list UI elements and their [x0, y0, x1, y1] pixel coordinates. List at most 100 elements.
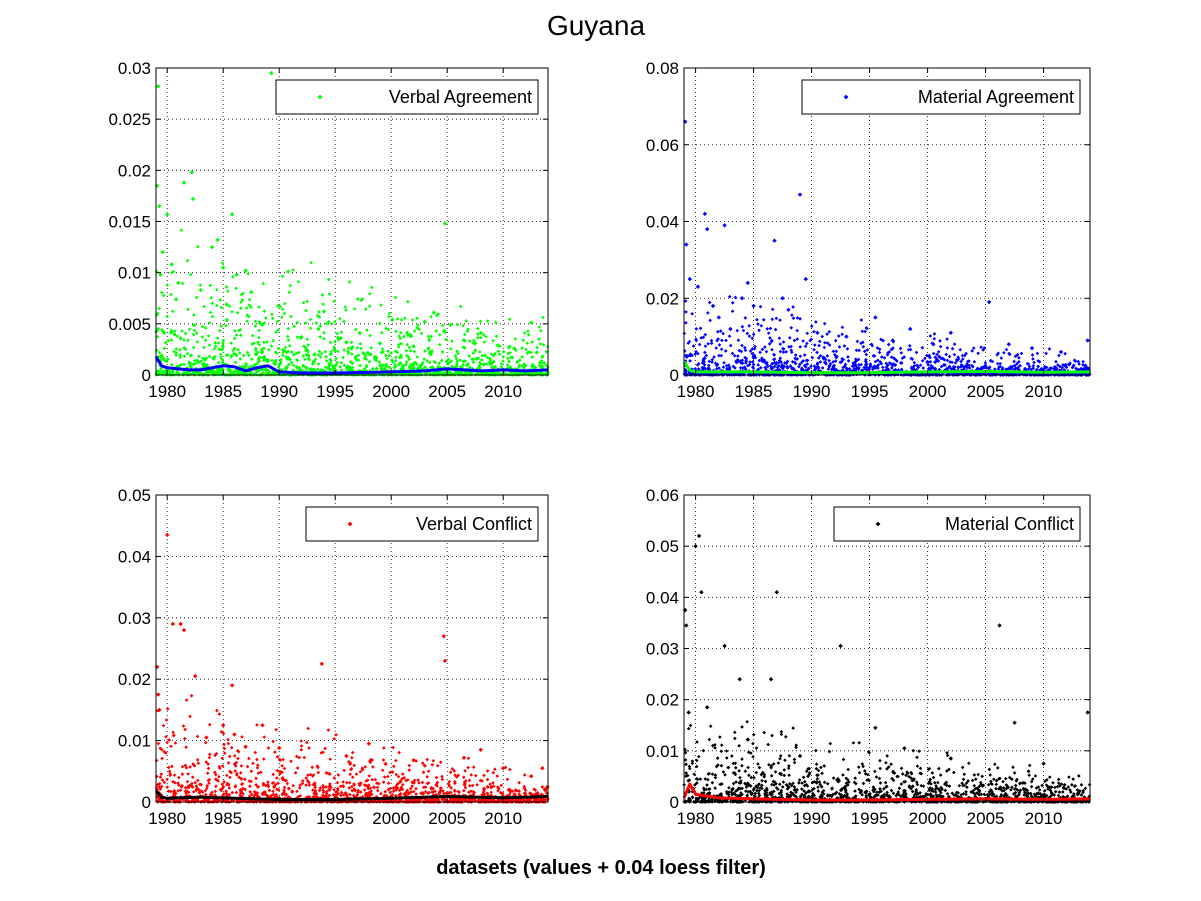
scatter-point: [446, 357, 451, 362]
scatter-point: [240, 298, 245, 302]
scatter-point: [414, 786, 418, 791]
scatter-point: [437, 342, 442, 347]
scatter-point: [540, 785, 545, 789]
scatter-point: [215, 708, 219, 713]
scatter-point: [470, 783, 475, 788]
scatter-point: [346, 346, 351, 351]
scatter-point: [221, 341, 225, 345]
scatter-point: [805, 362, 810, 366]
scatter-point: [923, 356, 927, 361]
scatter-point: [408, 364, 412, 369]
scatter-point: [190, 785, 195, 789]
scatter-point: [193, 797, 198, 801]
scatter-point: [720, 338, 724, 343]
scatter-point: [960, 372, 964, 376]
scatter-point: [342, 348, 346, 352]
scatter-point: [781, 364, 785, 369]
scatter-point: [171, 779, 175, 784]
scatter-point: [915, 364, 920, 368]
scatter-point: [160, 353, 164, 357]
scatter-point: [384, 353, 388, 358]
scatter-point: [491, 784, 496, 788]
scatter-point: [532, 365, 537, 370]
scatter-point: [229, 341, 233, 345]
scatter-point: [476, 798, 480, 803]
scatter-point: [256, 340, 260, 345]
data-point: [411, 344, 416, 349]
scatter-point: [447, 784, 452, 788]
scatter-point: [930, 365, 935, 369]
scatter-point: [967, 359, 971, 363]
scatter-point: [221, 731, 226, 736]
scatter-point: [186, 772, 190, 776]
scatter-point: [178, 353, 182, 357]
scatter-point: [748, 360, 752, 364]
data-point: [1058, 349, 1064, 355]
scatter-point: [406, 791, 411, 795]
scatter-point: [158, 358, 163, 363]
scatter-point: [282, 349, 287, 353]
scatter-point: [425, 775, 430, 779]
scatter-point: [710, 360, 714, 364]
y-tick-label: 0.06: [646, 136, 679, 155]
scatter-point: [398, 361, 403, 365]
scatter-point: [810, 355, 815, 360]
scatter-point: [347, 780, 352, 785]
scatter-point: [428, 349, 432, 354]
scatter-point: [396, 781, 401, 786]
scatter-point: [285, 357, 289, 361]
scatter-point: [815, 362, 820, 367]
scatter-point: [872, 364, 877, 368]
scatter-point: [520, 363, 525, 368]
scatter-point: [247, 779, 252, 783]
scatter-point: [282, 311, 287, 316]
scatter-point: [407, 345, 412, 350]
scatter-point: [701, 366, 705, 371]
scatter-point: [870, 367, 875, 372]
scatter-point: [186, 307, 190, 312]
scatter-point: [236, 369, 240, 373]
scatter-point: [216, 360, 221, 365]
scatter-point: [863, 362, 868, 367]
scatter-point: [440, 350, 445, 354]
scatter-point: [364, 791, 369, 795]
scatter-point: [405, 353, 409, 358]
data-point: [357, 330, 363, 336]
scatter-point: [1031, 364, 1036, 368]
scatter-point: [750, 347, 755, 351]
scatter-point: [173, 741, 178, 745]
scatter-point: [243, 787, 247, 792]
scatter-point: [288, 357, 293, 362]
scatter-point: [189, 272, 193, 277]
scatter-point: [774, 316, 779, 321]
scatter-point: [1027, 364, 1032, 369]
scatter-point: [801, 339, 805, 343]
scatter-point: [1060, 365, 1065, 370]
scatter-point: [158, 775, 163, 779]
scatter-point: [261, 281, 266, 286]
scatter-point: [216, 341, 221, 345]
scatter-point: [415, 355, 420, 359]
scatter-point: [219, 305, 224, 310]
scatter-point: [467, 354, 472, 358]
scatter-point: [421, 770, 426, 775]
scatter-point: [698, 326, 703, 331]
data-point: [803, 276, 808, 282]
scatter-point: [914, 350, 919, 355]
scatter-point: [752, 346, 757, 351]
scatter-point: [267, 347, 271, 352]
scatter-point: [175, 364, 179, 369]
scatter-point: [958, 347, 963, 352]
scatter-point: [473, 348, 478, 352]
data-point: [431, 310, 436, 315]
scatter-point: [344, 365, 349, 370]
scatter-point: [230, 790, 235, 795]
scatter-point: [455, 362, 459, 366]
scatter-point: [313, 788, 318, 793]
scatter-point: [275, 319, 280, 324]
scatter-point: [471, 765, 476, 769]
scatter-point: [275, 351, 279, 355]
scatter-point: [456, 773, 461, 778]
scatter-point: [798, 316, 802, 321]
scatter-point: [837, 345, 842, 349]
